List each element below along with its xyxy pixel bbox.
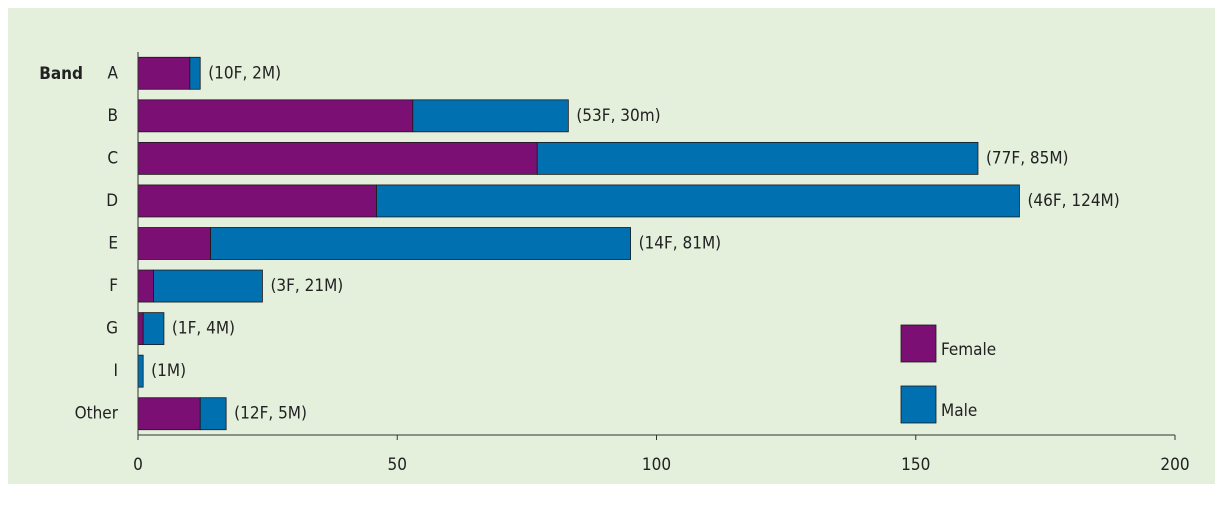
x-tick-label: 100 [642,455,671,475]
bar-segment [137,184,377,218]
bar-annotation: (77F, 85M) [986,148,1069,168]
bar-annotation: (10F, 2M) [208,63,281,83]
x-tick-label: 150 [901,455,930,475]
bar-annotation: (1F, 4M) [172,319,235,339]
legend-label: Male [941,401,977,421]
y-tick-label: Other [75,404,119,424]
bar-segment [137,56,191,90]
y-tick-label: D [106,191,118,211]
bar-segment [137,269,154,303]
legend-swatch [900,385,937,424]
y-axis-label: Band [39,64,83,84]
y-tick-label: B [108,106,119,126]
bar-segment [536,141,979,175]
bar-segment [210,227,631,260]
bar-segment [137,312,144,346]
bar-annotation: (14F, 81M) [639,234,722,254]
y-tick-label: I [113,361,118,381]
bar-segment [412,99,569,133]
x-tick-label: 0 [133,455,143,475]
y-tick-label: A [108,63,119,83]
bar-annotation: (12F, 5M) [234,404,307,424]
y-tick-label: G [106,319,118,339]
bar-annotation: (53F, 30m) [576,106,660,126]
legend-swatch [900,324,937,363]
bar-segment [142,312,165,346]
y-tick-label: F [109,276,118,296]
bar-annotation: (1M) [151,361,186,381]
y-tick-label: E [108,234,118,254]
bar-annotation: (46F, 124M) [1027,191,1119,211]
bar-segment [137,227,211,260]
bar-segment [137,354,144,388]
bar-segment [137,99,414,133]
x-tick-label: 50 [388,455,407,475]
legend-label: Female [941,340,996,360]
bar-segment [137,397,201,431]
bar-annotation: (3F, 21M) [270,276,343,296]
x-tick-label: 200 [1160,455,1189,475]
bar-segment [376,184,1020,218]
y-tick-label: C [107,148,118,168]
bar-segment [189,56,201,90]
bar-segment [153,269,263,303]
bar-segment [137,141,538,175]
bar-segment [199,397,227,431]
